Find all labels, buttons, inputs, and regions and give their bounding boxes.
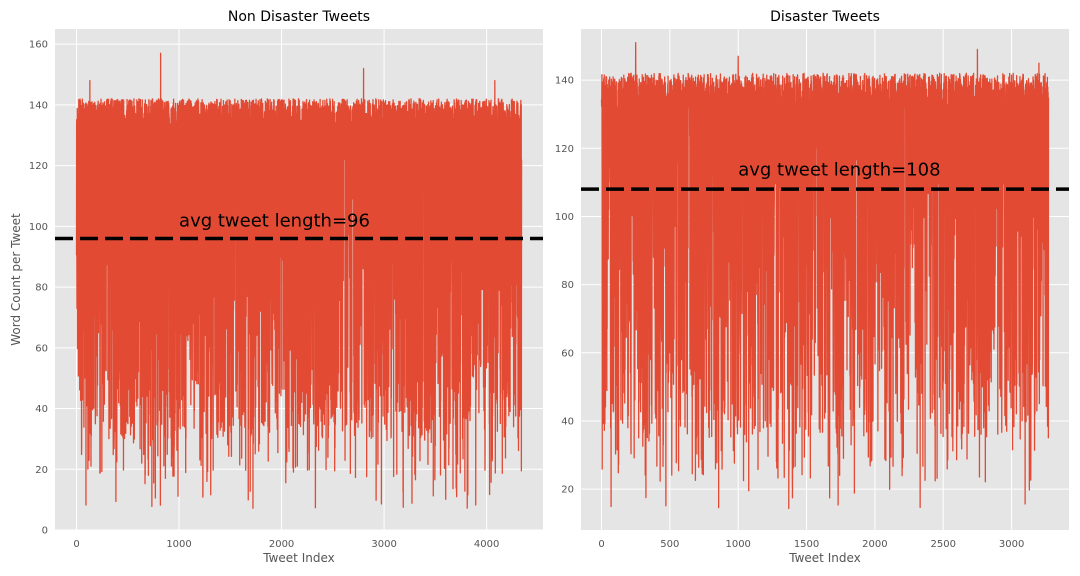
y-tick-label: 100 [555, 212, 574, 223]
y-tick-label: 40 [561, 416, 574, 427]
avg-length-annotation: avg tweet length=108 [738, 160, 940, 181]
x-tick-label: 0 [598, 539, 604, 550]
y-tick-label: 40 [35, 404, 48, 415]
x-tick-label: 2000 [269, 539, 294, 550]
x-tick-label: 1000 [166, 539, 191, 550]
chart-title: Non Disaster Tweets [228, 9, 370, 25]
series-word-count [600, 41, 1050, 510]
y-tick-label: 0 [42, 526, 48, 537]
y-tick-label: 120 [29, 161, 48, 172]
y-tick-label: 20 [561, 485, 574, 496]
series-word-count [75, 52, 523, 509]
x-tick-labels: 0 1000 2000 3000 4000 [73, 539, 499, 550]
y-tick-label: 160 [29, 40, 48, 51]
y-tick-labels: 20 40 60 80 100 120 140 [555, 76, 574, 496]
chart-title: Disaster Tweets [770, 9, 880, 25]
series-line [600, 41, 1050, 510]
y-tick-label: 80 [561, 280, 574, 291]
y-tick-label: 120 [555, 144, 574, 155]
y-axis-label: Word Count per Tweet [9, 213, 23, 346]
x-tick-labels: 0 500 1000 1500 2000 2500 3000 [598, 539, 1024, 550]
series-line [75, 52, 523, 509]
y-tick-label: 140 [555, 76, 574, 87]
x-tick-label: 1500 [794, 539, 819, 550]
y-tick-labels: 0 20 40 60 80 100 120 140 160 [29, 40, 48, 537]
y-tick-label: 140 [29, 100, 48, 111]
avg-length-annotation: avg tweet length=96 [179, 210, 370, 231]
chart-disaster-tweets: avg tweet length=108 0 500 1000 1500 2000 250… [555, 9, 1069, 565]
chart-non-disaster-tweets: avg tweet length=96 0 1000 2000 3000 4000 0 2… [9, 9, 543, 565]
y-tick-label: 80 [35, 283, 48, 294]
y-tick-label: 60 [561, 348, 574, 359]
y-tick-label: 100 [29, 222, 48, 233]
x-tick-label: 500 [660, 539, 679, 550]
x-tick-label: 2500 [931, 539, 956, 550]
x-tick-label: 3000 [371, 539, 396, 550]
x-axis-label: Tweet Index [262, 551, 334, 565]
x-tick-label: 0 [73, 539, 79, 550]
x-tick-label: 3000 [999, 539, 1024, 550]
y-tick-label: 60 [35, 343, 48, 354]
x-tick-label: 1000 [725, 539, 750, 550]
y-tick-label: 20 [35, 465, 48, 476]
x-tick-label: 4000 [474, 539, 499, 550]
x-tick-label: 2000 [862, 539, 887, 550]
x-axis-label: Tweet Index [788, 551, 860, 565]
